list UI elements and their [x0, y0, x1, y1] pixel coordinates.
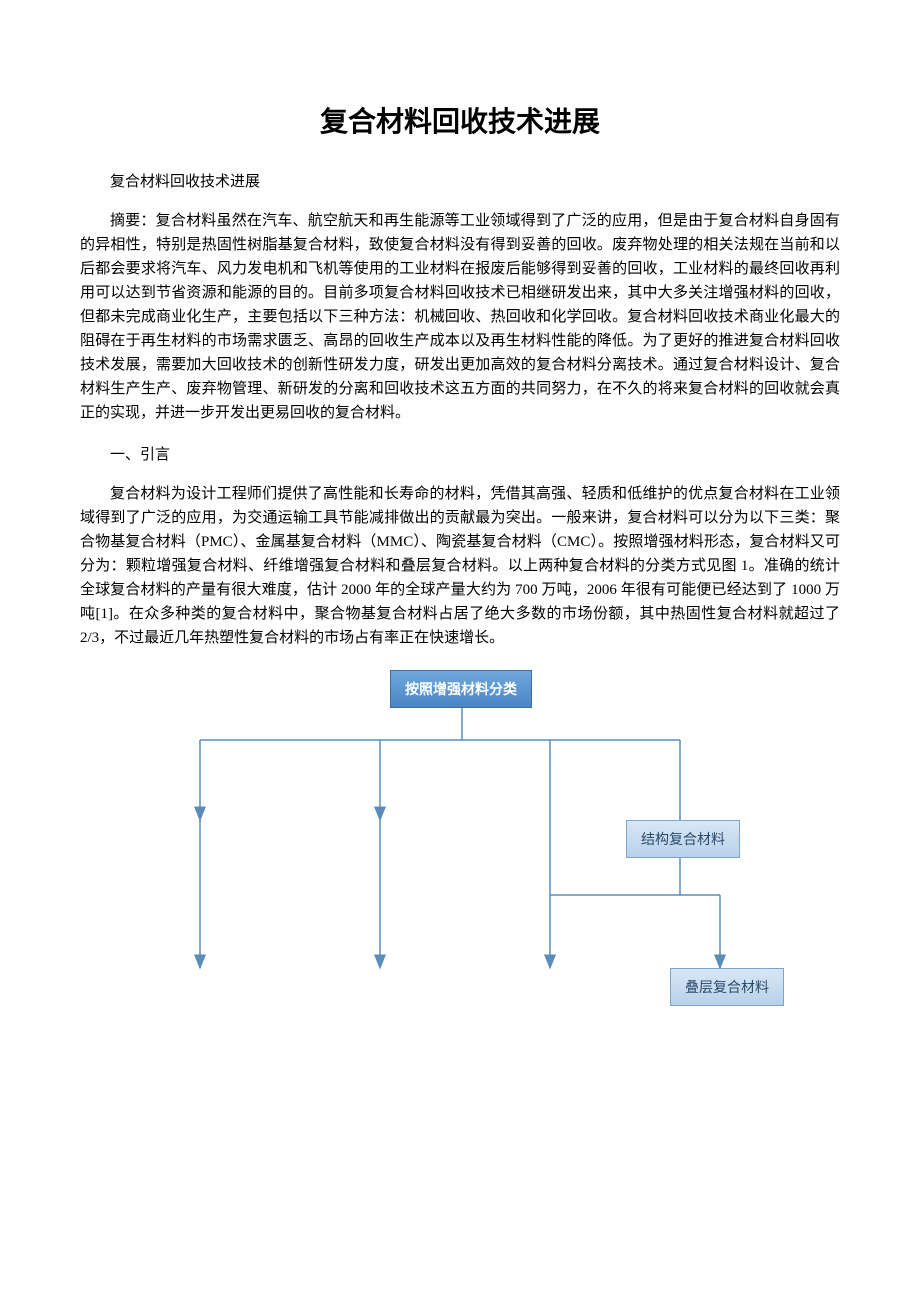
abstract-paragraph: 摘要：复合材料虽然在汽车、航空航天和再生能源等工业领域得到了广泛的应用，但是由于…	[80, 209, 840, 425]
abstract-text: 复合材料虽然在汽车、航空航天和再生能源等工业领域得到了广泛的应用，但是由于复合材…	[80, 213, 840, 421]
document-title: 复合材料回收技术进展	[80, 100, 840, 140]
diagram-node-laminate: 叠层复合材料	[670, 968, 784, 1006]
classification-diagram: 按照增强材料分类 结构复合材料 叠层复合材料	[80, 670, 840, 1030]
intro-paragraph: 复合材料为设计工程师们提供了高性能和长寿命的材料，凭借其高强、轻质和低维护的优点…	[80, 482, 840, 650]
section-1-heading: 一、引言	[80, 443, 840, 464]
document-subtitle: 复合材料回收技术进展	[80, 170, 840, 191]
diagram-node-top: 按照增强材料分类	[390, 670, 532, 708]
abstract-label: 摘要：	[110, 213, 156, 229]
diagram-node-structural: 结构复合材料	[626, 820, 740, 858]
